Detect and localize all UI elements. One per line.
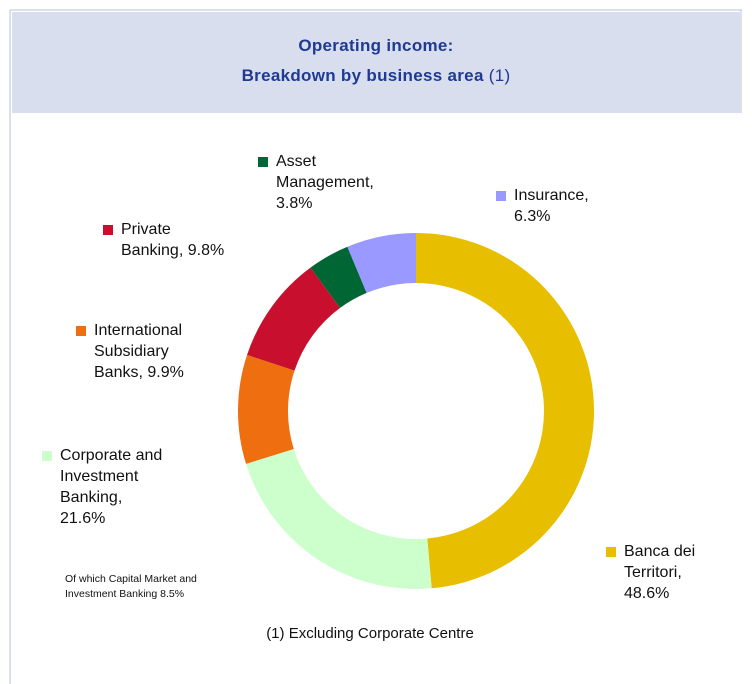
legend-swatch: [606, 547, 616, 557]
slice: [347, 233, 416, 293]
category-label: Insurance,: [514, 187, 589, 204]
slice: [237, 354, 295, 464]
category-label: International Subsidiary Banks,: [94, 322, 183, 381]
footnote: (1) Excluding Corporate Centre: [266, 625, 474, 642]
legend-swatch: [103, 225, 113, 235]
slice: [416, 233, 595, 589]
slice-label: International Subsidiary Banks, 9.9%: [94, 320, 194, 383]
value-label: 9.8%: [187, 242, 225, 259]
chart-title: Breakdown by business area (1): [12, 66, 740, 86]
legend-swatch: [42, 451, 52, 461]
slice-label: Banca dei Territori, 48.6%: [624, 541, 716, 604]
slice-label: Insurance, 6.3%: [514, 185, 594, 227]
slice: [247, 267, 341, 371]
value-label: 3.8%: [276, 195, 313, 212]
header-band: [12, 12, 740, 113]
chart-title: Breakdown by business area: [241, 66, 484, 85]
slice-label: Private Banking, 9.8%: [121, 219, 233, 261]
value-label: 9.9%: [147, 364, 184, 381]
legend-swatch: [258, 157, 268, 167]
chart-title: Operating income:: [298, 36, 454, 55]
legend-swatch: [76, 326, 86, 336]
value-label: 21.6%: [60, 510, 106, 527]
slice: [246, 449, 432, 589]
category-label: Corporate and Investment Banking,: [60, 447, 163, 506]
category-label: Banca dei Territori,: [624, 543, 696, 581]
slice: [310, 246, 367, 308]
category-label: Asset Management,: [276, 153, 374, 191]
title-note: (1): [488, 66, 511, 85]
annotation: Of which Capital Market and Investment B…: [65, 573, 197, 600]
category-label: Private Banking,: [121, 221, 184, 259]
value-label: 6.3%: [514, 208, 551, 225]
slice-label: Corporate and Investment Banking, 21.6%: [60, 445, 166, 529]
legend-swatch: [496, 191, 506, 201]
slice-label: Asset Management, 3.8%: [276, 151, 376, 214]
value-label: 48.6%: [624, 585, 670, 602]
